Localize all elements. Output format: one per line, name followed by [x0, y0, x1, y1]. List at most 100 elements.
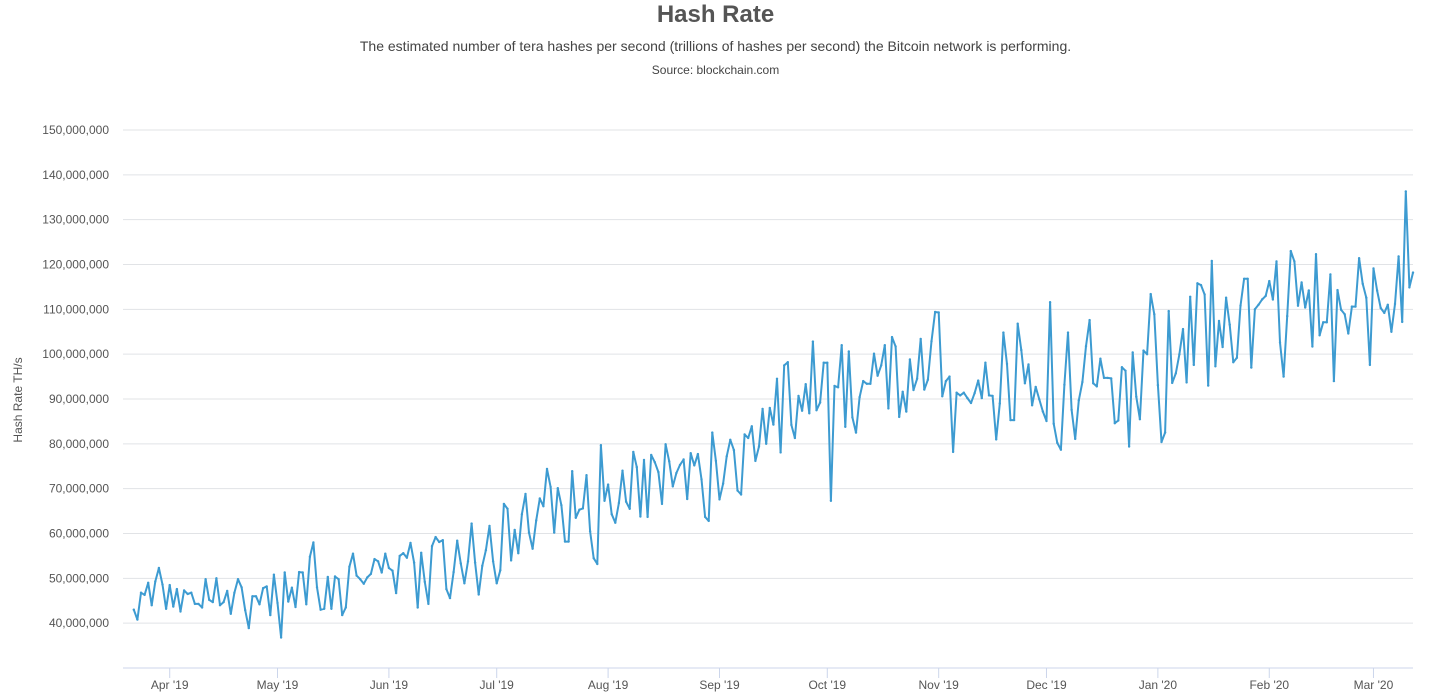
data-point	[1257, 303, 1260, 306]
data-point	[1178, 353, 1181, 356]
x-tick-label: Mar '20	[1354, 678, 1394, 692]
data-point	[434, 535, 437, 539]
data-point	[1336, 288, 1339, 292]
data-point	[711, 431, 714, 434]
data-point	[272, 573, 276, 576]
data-point	[470, 522, 473, 525]
data-point	[1401, 320, 1404, 324]
data-point	[1185, 381, 1188, 384]
data-point	[829, 499, 833, 502]
data-point	[294, 605, 297, 609]
data-point	[247, 626, 250, 630]
data-point	[714, 459, 718, 463]
data-point	[305, 603, 308, 606]
data-point	[660, 502, 664, 506]
data-point	[614, 521, 617, 524]
data-point	[1038, 398, 1041, 401]
data-point	[491, 560, 495, 563]
data-point	[786, 361, 789, 364]
data-point	[700, 478, 703, 481]
data-point	[441, 539, 444, 542]
data-point	[800, 409, 804, 412]
data-point	[1088, 318, 1091, 322]
data-point	[1070, 408, 1073, 411]
data-point	[1203, 293, 1206, 296]
data-point	[459, 562, 462, 565]
x-tick-label: May '19	[257, 678, 299, 692]
data-point	[157, 566, 161, 570]
data-point	[308, 555, 312, 558]
data-point	[1207, 384, 1210, 387]
data-point	[1092, 382, 1095, 385]
data-point	[1113, 422, 1117, 425]
data-point	[394, 591, 398, 595]
data-point	[1386, 303, 1390, 306]
data-point	[337, 578, 340, 581]
data-point	[147, 581, 150, 584]
data-point	[632, 450, 635, 454]
x-tick-label: Aug '19	[588, 678, 629, 692]
data-point	[438, 540, 441, 544]
data-point	[1232, 361, 1235, 364]
y-tick-label: 60,000,000	[49, 527, 109, 541]
data-point	[804, 383, 807, 386]
data-point	[1322, 321, 1325, 324]
data-point	[351, 552, 355, 555]
data-point	[596, 562, 599, 566]
data-point	[1268, 279, 1271, 283]
data-point	[599, 444, 603, 447]
data-point	[732, 448, 736, 452]
data-point	[581, 507, 585, 510]
data-point	[416, 606, 419, 609]
data-point	[617, 501, 621, 505]
data-point	[143, 593, 146, 597]
data-point	[808, 412, 811, 415]
data-point	[984, 361, 987, 364]
data-point	[1361, 282, 1364, 285]
data-point	[366, 576, 369, 579]
data-point	[844, 425, 847, 428]
data-point	[951, 450, 955, 454]
data-point	[1278, 341, 1282, 344]
data-point	[1228, 323, 1231, 326]
data-point	[1296, 304, 1300, 307]
data-point	[1077, 399, 1081, 402]
data-point	[387, 566, 391, 570]
data-point	[402, 552, 405, 555]
data-point	[862, 379, 865, 383]
data-point	[973, 392, 976, 395]
data-point	[567, 540, 570, 543]
data-point	[1210, 259, 1214, 263]
data-point	[290, 586, 294, 589]
data-point	[1293, 260, 1296, 263]
data-point	[538, 497, 541, 500]
data-point	[535, 519, 538, 522]
data-point	[301, 571, 304, 574]
data-point	[244, 609, 247, 612]
data-point	[355, 574, 358, 577]
data-point	[297, 570, 301, 574]
data-point	[502, 502, 506, 506]
data-point	[1156, 383, 1160, 387]
data-point	[977, 379, 980, 382]
data-point	[650, 453, 653, 457]
data-point	[1106, 376, 1109, 380]
data-point	[1066, 331, 1070, 334]
data-point	[1167, 309, 1170, 313]
data-point	[1160, 440, 1163, 444]
data-point	[757, 445, 761, 448]
data-point	[373, 557, 376, 561]
y-axis-title: Hash Rate TH/s	[11, 357, 25, 442]
y-tick-label: 130,000,000	[42, 213, 109, 227]
data-point	[154, 580, 157, 583]
data-point	[739, 493, 743, 496]
data-point	[1034, 385, 1037, 389]
data-point	[588, 530, 592, 533]
data-point	[1056, 441, 1059, 445]
data-point	[420, 551, 423, 554]
data-point	[369, 572, 373, 576]
data-point	[671, 485, 674, 488]
data-point	[991, 394, 994, 398]
data-point	[1199, 283, 1203, 287]
data-point	[610, 513, 613, 516]
